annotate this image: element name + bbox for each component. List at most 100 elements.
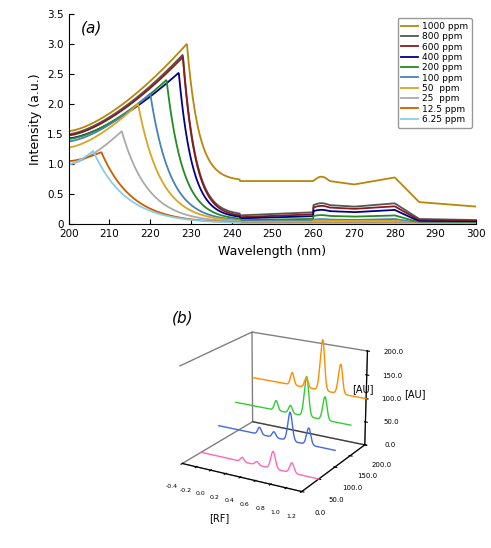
25  ppm xyxy=(231,218,237,225)
6.25 ppm xyxy=(473,221,479,227)
25  ppm xyxy=(119,128,125,135)
400 ppm xyxy=(175,70,181,76)
1000 ppm xyxy=(384,175,390,182)
200 ppm xyxy=(384,212,390,219)
25  ppm xyxy=(346,219,352,225)
Y-axis label: Intensity (a.u.): Intensity (a.u.) xyxy=(28,73,42,165)
200 ppm xyxy=(164,77,169,83)
50  ppm xyxy=(108,124,113,130)
100 ppm xyxy=(231,216,237,222)
50  ppm xyxy=(473,221,479,227)
12.5 ppm xyxy=(473,221,479,227)
600 ppm xyxy=(346,206,352,212)
1000 ppm xyxy=(108,110,113,116)
200 ppm xyxy=(473,220,479,226)
Line: 400 ppm: 400 ppm xyxy=(69,73,476,222)
Line: 200 ppm: 200 ppm xyxy=(69,80,476,223)
50  ppm xyxy=(231,217,237,224)
400 ppm xyxy=(66,135,72,141)
25  ppm xyxy=(246,219,251,226)
50  ppm xyxy=(346,218,352,224)
1000 ppm xyxy=(246,178,251,184)
50  ppm xyxy=(246,219,251,225)
Legend: 1000 ppm, 800 ppm, 600 ppm, 400 ppm, 200 ppm, 100 ppm, 50  ppm, 25  ppm, 12.5 pp: 1000 ppm, 800 ppm, 600 ppm, 400 ppm, 200… xyxy=(398,18,472,128)
800 ppm xyxy=(231,209,237,216)
12.5 ppm xyxy=(346,220,352,226)
50  ppm xyxy=(384,218,390,224)
400 ppm xyxy=(346,209,352,215)
12.5 ppm xyxy=(246,220,251,226)
600 ppm xyxy=(391,203,397,210)
600 ppm xyxy=(180,54,186,61)
1000 ppm xyxy=(391,174,397,181)
400 ppm xyxy=(231,213,237,219)
200 ppm xyxy=(391,212,397,219)
600 ppm xyxy=(108,115,113,121)
Text: (a): (a) xyxy=(81,20,102,35)
12.5 ppm xyxy=(108,168,114,174)
100 ppm xyxy=(246,218,251,225)
12.5 ppm xyxy=(391,220,397,226)
12.5 ppm xyxy=(231,219,237,226)
6.25 ppm xyxy=(90,148,96,155)
12.5 ppm xyxy=(98,149,104,156)
400 ppm xyxy=(473,219,479,225)
800 ppm xyxy=(473,217,479,224)
6.25 ppm xyxy=(231,219,237,226)
25  ppm xyxy=(66,161,72,168)
50  ppm xyxy=(66,144,72,151)
100 ppm xyxy=(346,216,352,223)
6.25 ppm xyxy=(246,220,251,227)
Line: 600 ppm: 600 ppm xyxy=(69,58,476,221)
12.5 ppm xyxy=(384,220,390,226)
600 ppm xyxy=(384,203,390,210)
Line: 800 ppm: 800 ppm xyxy=(69,55,476,220)
Text: (b): (b) xyxy=(171,311,193,326)
800 ppm xyxy=(384,201,390,207)
25  ppm xyxy=(391,219,397,225)
Line: 25  ppm: 25 ppm xyxy=(69,132,476,224)
Line: 12.5 ppm: 12.5 ppm xyxy=(69,152,476,224)
600 ppm xyxy=(473,218,479,224)
Line: 100 ppm: 100 ppm xyxy=(69,94,476,224)
6.25 ppm xyxy=(384,220,390,227)
Line: 1000 ppm: 1000 ppm xyxy=(69,44,476,207)
1000 ppm xyxy=(231,175,237,182)
100 ppm xyxy=(384,216,390,222)
6.25 ppm xyxy=(346,220,352,227)
6.25 ppm xyxy=(391,220,397,227)
25  ppm xyxy=(384,219,390,225)
400 ppm xyxy=(108,120,113,127)
800 ppm xyxy=(246,212,251,218)
25  ppm xyxy=(473,221,479,227)
100 ppm xyxy=(473,220,479,227)
1000 ppm xyxy=(66,128,72,134)
200 ppm xyxy=(231,215,237,221)
12.5 ppm xyxy=(66,158,72,164)
1000 ppm xyxy=(346,180,352,187)
200 ppm xyxy=(108,119,113,126)
400 ppm xyxy=(384,207,390,214)
600 ppm xyxy=(66,132,72,139)
800 ppm xyxy=(346,203,352,210)
1000 ppm xyxy=(473,203,479,210)
50  ppm xyxy=(391,218,397,224)
600 ppm xyxy=(246,214,251,220)
100 ppm xyxy=(147,91,153,98)
X-axis label: [RF]: [RF] xyxy=(210,513,230,523)
6.25 ppm xyxy=(66,161,72,168)
100 ppm xyxy=(391,216,397,222)
100 ppm xyxy=(108,121,113,127)
400 ppm xyxy=(246,215,251,221)
400 ppm xyxy=(391,207,397,213)
200 ppm xyxy=(246,216,251,223)
800 ppm xyxy=(108,113,113,120)
X-axis label: Wavelength (nm): Wavelength (nm) xyxy=(218,245,327,258)
100 ppm xyxy=(66,138,72,145)
50  ppm xyxy=(135,101,140,107)
800 ppm xyxy=(66,131,72,138)
200 ppm xyxy=(346,213,352,220)
200 ppm xyxy=(66,135,72,142)
25  ppm xyxy=(108,138,113,145)
Line: 50  ppm: 50 ppm xyxy=(69,104,476,224)
